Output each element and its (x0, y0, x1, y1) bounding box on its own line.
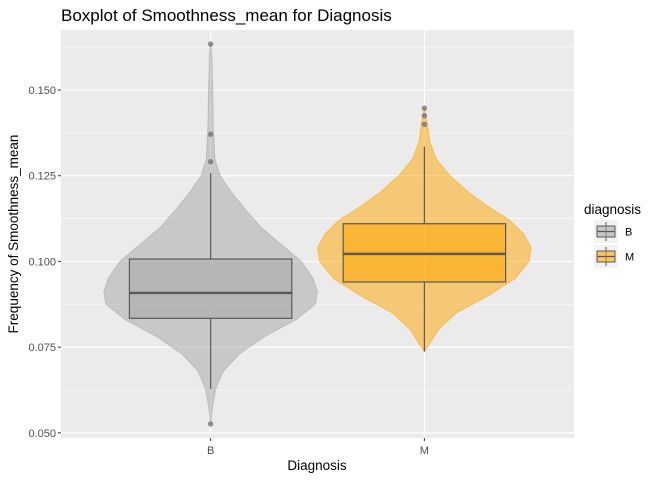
outlier-point-B (207, 158, 214, 165)
legend-label-B: B (625, 227, 632, 239)
y-tick-label: 0.125 (28, 171, 56, 183)
x-tick-label: M (420, 445, 429, 457)
outlier-point-B (207, 41, 214, 47)
outlier-point-M (421, 121, 428, 127)
legend: diagnosis B M (584, 202, 641, 268)
outlier-point-B (207, 421, 214, 427)
outlier-point-M (421, 105, 428, 111)
box-layer (128, 41, 507, 427)
x-axis-title: Diagnosis (287, 458, 347, 473)
legend-title: diagnosis (584, 202, 641, 217)
y-axis-title: Frequency of Smoothness_mean (6, 135, 21, 334)
legend-label-M: M (625, 252, 634, 264)
x-tick-label: B (207, 445, 214, 457)
box-B (128, 258, 293, 319)
y-tick-label: 0.050 (28, 428, 56, 440)
chart-title: Boxplot of Smoothness_mean for Diagnosis (61, 6, 392, 25)
y-tick-label: 0.100 (28, 256, 56, 268)
outlier-point-M (421, 113, 428, 119)
outlier-point-B (207, 131, 214, 137)
y-axis: 0.050 0.075 0.100 0.125 0.150 (28, 85, 61, 440)
y-tick-label: 0.075 (28, 342, 56, 354)
y-tick-label: 0.150 (28, 85, 56, 97)
